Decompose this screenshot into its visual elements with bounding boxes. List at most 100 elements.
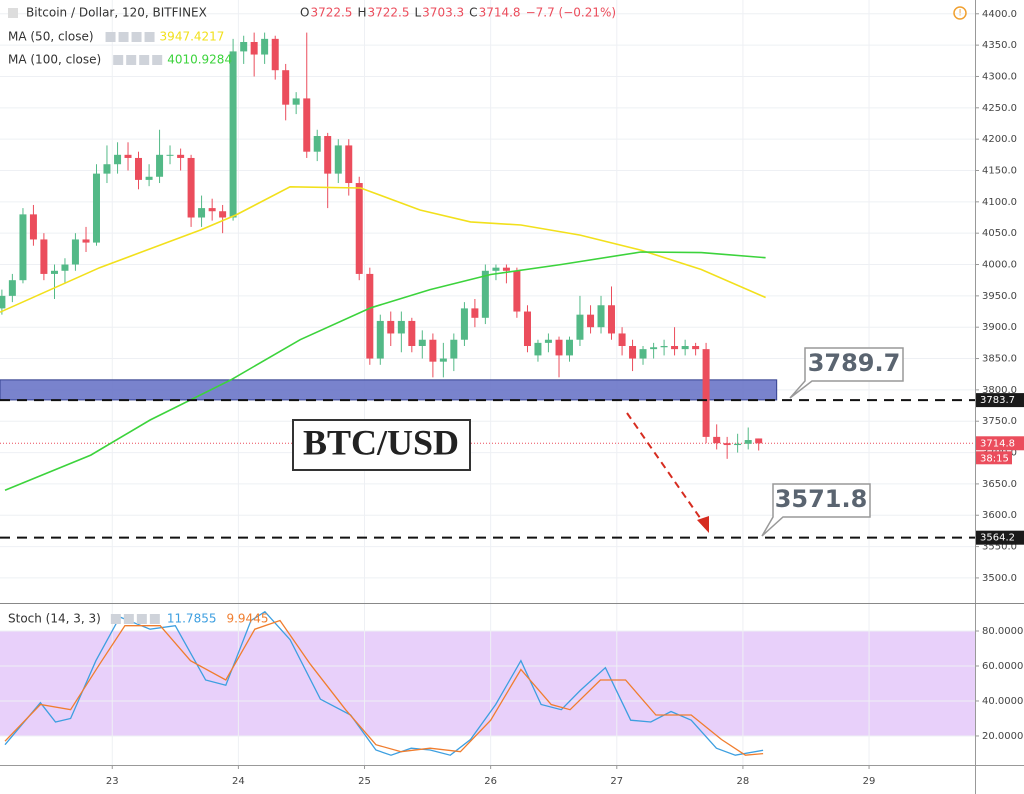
candle-body [324,136,332,174]
candle-body [177,154,185,158]
level-tag-label: 3564.2 [980,533,1015,544]
candle-body [607,305,615,334]
candle-body [639,349,647,359]
legend-name: MA (50, close) [8,30,94,44]
y-tick-label: 4150.0 [982,165,1017,176]
candle-body [408,320,416,347]
candle-body [61,264,69,271]
alert-icon[interactable] [953,6,967,20]
candle-body [156,154,164,177]
legend-value: 9.9445 [226,612,268,626]
y-tick-label: 3900.0 [982,322,1017,333]
quote-key: L [414,6,421,20]
callout-label: 3571.8 [775,485,868,513]
candle-body [702,349,710,437]
candle-body [198,208,206,218]
quote-value: 3703.3 [422,6,464,20]
label-box [292,419,471,471]
candle-body [40,239,48,274]
y-tick-label: 3550.0 [982,542,1017,553]
candle-body [755,438,763,444]
arrow-head [697,516,709,533]
candle-body [387,320,395,334]
countdown-label: 38:15 [980,453,1009,464]
collapse-icon[interactable] [8,8,18,18]
y-tick-label: 4200.0 [982,134,1017,145]
quote-key: C [469,6,477,20]
legend-icon [105,32,116,42]
candle-body [418,339,426,347]
candle-body [513,270,521,312]
y-tick-label: 3500.0 [982,573,1017,584]
stoch-band [0,630,975,736]
candle-body [523,311,531,347]
y-tick-label: 4350.0 [982,40,1017,51]
x-tick-label: 23 [106,776,119,787]
indicator-line [0,185,766,313]
y-tick-label: 80.0000 [982,626,1023,637]
quote-value: 3722.5 [367,6,409,20]
candle-body [713,436,721,444]
candle-body [313,136,321,152]
candle-body [744,440,752,444]
alert-icon-mark: ! [958,9,962,19]
arrow-line [626,412,706,526]
quote-change: −7.7 (−0.21%) [526,6,617,20]
candle-body [229,51,237,218]
indicator-line [4,251,766,491]
legend-icon [110,614,121,624]
candle-body [145,176,153,180]
legend-icon [139,55,150,65]
candle-body [292,98,300,105]
candle-body [555,339,563,356]
candle-body [481,270,489,318]
candle-body [460,308,468,340]
candle-body [723,443,731,446]
candle-body [208,208,216,212]
candle-body [660,346,668,348]
candle-body [429,339,437,362]
mark-layer [0,32,975,756]
candle-body [240,41,248,52]
quote-value: 3714.8 [479,6,521,20]
candle-body [134,157,142,180]
legend-value: 3947.4217 [160,30,225,44]
candle-body [219,211,227,218]
y-tick-label: 3600.0 [982,510,1017,521]
callout-box [761,483,871,537]
y-tick-label: 4000.0 [982,260,1017,271]
candle-body [261,38,269,55]
candle-body [71,239,79,265]
chart-title: Bitcoin / Dollar, 120, BITFINEX [26,6,207,20]
legend-icon [131,32,142,42]
last-price-tag [976,436,1024,451]
candle-body [534,342,542,356]
candle-body [565,339,573,356]
last-price-label: 3714.8 [980,438,1015,449]
candle-body [271,38,279,71]
candle-body [376,320,384,359]
panel-title: Stoch (14, 3, 3) [8,612,101,626]
candle-body [397,320,405,334]
candle-body [19,214,27,281]
level-tag-label: 3783.7 [980,395,1015,406]
candle-body [334,145,342,174]
candle-body [471,308,479,318]
x-tick-label: 27 [610,776,623,787]
candle-body [166,154,174,156]
candle-body [8,280,16,296]
candle-body [671,346,679,350]
candle-body [29,214,37,240]
y-tick-label: 4250.0 [982,103,1017,114]
indicator-line [4,619,764,756]
legend-icon [113,55,124,65]
legend-value: 4010.9284 [167,53,232,67]
candle-body [124,154,132,158]
candle-body [597,305,605,328]
candle-body [303,98,311,152]
countdown-tag [976,451,1012,465]
callout-label: 3789.7 [808,349,901,377]
candle-body [82,239,90,243]
candle-body [629,346,637,359]
